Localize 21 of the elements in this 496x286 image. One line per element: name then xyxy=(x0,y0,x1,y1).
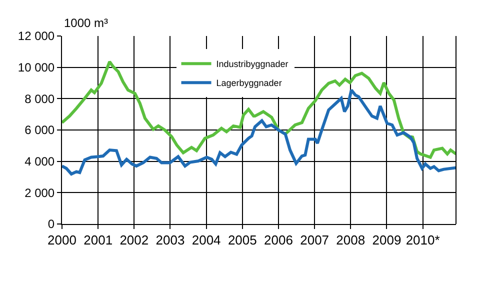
x-tick-label: 2008 xyxy=(336,232,366,248)
y-tick-label: 0 xyxy=(48,217,55,232)
y-tick-label: 10 000 xyxy=(18,60,55,75)
x-tick-label: 2005 xyxy=(228,232,257,248)
y-tick-label: 8 000 xyxy=(24,92,55,106)
x-tick-label: 2002 xyxy=(120,232,149,248)
legend-label: Industribyggnader xyxy=(216,59,288,70)
x-tick-label: 2010* xyxy=(406,232,440,248)
x-tick-label: 2000 xyxy=(48,232,76,248)
x-tick-label: 2003 xyxy=(156,232,185,248)
x-tick-label: 2007 xyxy=(300,232,330,248)
x-tick-label: 2001 xyxy=(84,232,113,248)
y-tick-label: 4 000 xyxy=(24,154,55,169)
y-tick-label: 6 000 xyxy=(24,123,55,138)
x-tick-label: 2009 xyxy=(372,232,402,248)
y-tick-label: 2 000 xyxy=(24,186,55,200)
x-tick-label: 2004 xyxy=(192,232,221,248)
y-tick-label: 12 000 xyxy=(18,29,55,44)
x-tick-label: 2006 xyxy=(264,232,293,248)
y-axis-title: 1000 m³ xyxy=(64,16,108,30)
legend-label: Lagerbyggnader xyxy=(216,78,282,88)
